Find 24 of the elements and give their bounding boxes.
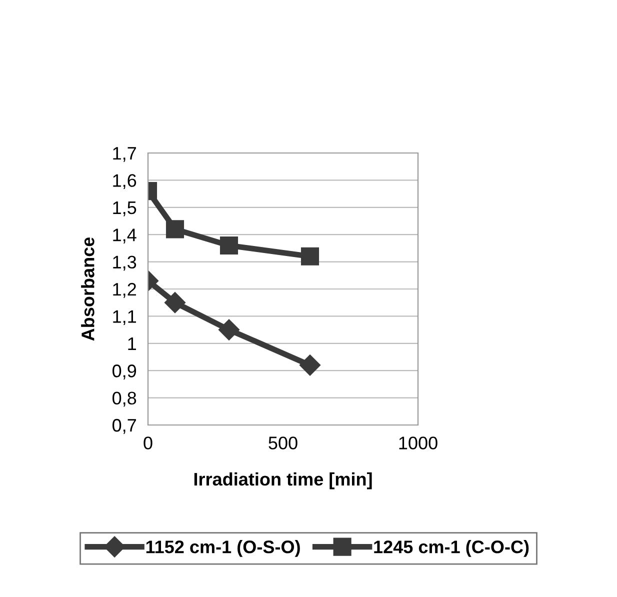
y-tick-label: 0,9	[112, 364, 136, 380]
x-tick-label: 1000	[399, 436, 438, 450]
y-tick-label: 1,2	[113, 282, 136, 298]
y-tick-label: 1,6	[113, 174, 136, 190]
point	[220, 236, 238, 255]
y-tick-label: 1,5	[113, 202, 136, 216]
y-tick-label: 1,7	[113, 147, 136, 162]
x-tick-label: 500	[268, 436, 298, 450]
point	[299, 354, 321, 376]
point	[218, 319, 240, 340]
x-axis-title: Irradiation time [min]	[194, 472, 372, 490]
legend-label: 1245 cm-1 (C-O-C)	[374, 540, 529, 557]
y-axis-title: Absorbance	[81, 237, 94, 341]
y-tick-label: 0,8	[112, 392, 136, 407]
point	[164, 292, 186, 314]
point	[300, 247, 320, 266]
y-tick-label: 0,7	[112, 418, 136, 434]
legend-label: 1152 cm-1 (O-S-O)	[146, 540, 300, 557]
point	[166, 220, 184, 238]
y-tick-label: 1,4	[113, 228, 136, 244]
y-tick-label: 1	[128, 338, 136, 350]
x-tick-label: 0	[144, 436, 152, 450]
y-tick-label: 1,1	[113, 310, 136, 326]
y-tick-label: 1,3	[113, 256, 136, 271]
